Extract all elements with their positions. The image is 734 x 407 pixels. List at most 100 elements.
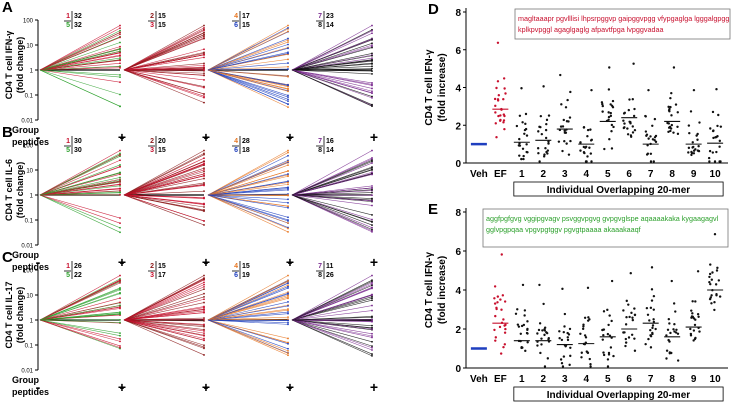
data-point bbox=[623, 122, 626, 125]
sequence-text: kplkpvpggl agaglgaglg afpavtfpga lvpggva… bbox=[518, 25, 663, 34]
data-point bbox=[589, 128, 592, 131]
data-point bbox=[563, 325, 566, 328]
response-point bbox=[287, 189, 289, 191]
response-line bbox=[123, 173, 205, 196]
response-line bbox=[123, 298, 205, 321]
data-point bbox=[517, 325, 521, 328]
data-point bbox=[718, 145, 721, 148]
response-line bbox=[291, 44, 373, 71]
response-point bbox=[119, 149, 121, 152]
data-point bbox=[560, 103, 563, 106]
response-point bbox=[203, 101, 205, 104]
data-point bbox=[493, 297, 496, 300]
data-point bbox=[600, 101, 604, 104]
response-point bbox=[119, 57, 121, 59]
data-point bbox=[566, 338, 570, 342]
data-point bbox=[503, 87, 506, 90]
data-point bbox=[606, 358, 610, 361]
data-point bbox=[631, 318, 635, 322]
data-point bbox=[691, 141, 694, 144]
data-point bbox=[608, 314, 611, 317]
response-line bbox=[39, 319, 121, 348]
data-point bbox=[589, 152, 593, 155]
response-line bbox=[291, 66, 373, 71]
panel-a: A CD4 T cell IFN-γ (fold change) 100 10 1 0.1 0… bbox=[2, 0, 378, 147]
response-point bbox=[371, 279, 373, 282]
data-point bbox=[687, 151, 690, 154]
response-point bbox=[287, 90, 289, 93]
data-point bbox=[624, 337, 628, 341]
response-point bbox=[119, 59, 121, 61]
x-tick-label: 9 bbox=[691, 169, 697, 180]
response-point bbox=[119, 288, 121, 291]
data-point bbox=[717, 113, 720, 117]
data-point bbox=[654, 140, 658, 144]
response-point bbox=[287, 96, 289, 98]
response-line bbox=[291, 160, 373, 196]
response-line bbox=[123, 38, 205, 71]
response-point bbox=[371, 83, 373, 86]
data-point bbox=[499, 352, 503, 355]
legend-count: 15 bbox=[158, 263, 166, 270]
response-point bbox=[371, 95, 373, 98]
response-point bbox=[203, 79, 205, 81]
data-point bbox=[494, 122, 497, 125]
response-point bbox=[287, 282, 289, 285]
data-point bbox=[709, 263, 712, 266]
group-label: Group bbox=[12, 125, 39, 135]
data-point bbox=[627, 336, 631, 339]
data-point bbox=[649, 306, 653, 310]
data-point bbox=[568, 363, 571, 367]
response-line bbox=[291, 150, 373, 196]
data-point bbox=[625, 315, 628, 319]
data-point bbox=[609, 114, 613, 118]
data-point bbox=[543, 365, 547, 368]
data-point bbox=[520, 157, 523, 161]
data-point bbox=[569, 346, 572, 350]
data-point bbox=[690, 153, 693, 157]
data-point bbox=[582, 323, 585, 326]
data-point bbox=[519, 332, 522, 335]
response-line bbox=[291, 30, 373, 71]
y-tick-label: 2 bbox=[455, 325, 461, 336]
data-point bbox=[520, 87, 523, 90]
data-point bbox=[610, 123, 614, 127]
minus-label: - bbox=[288, 379, 293, 395]
data-point bbox=[646, 313, 650, 316]
data-point bbox=[651, 326, 654, 330]
response-point bbox=[287, 227, 289, 230]
response-line bbox=[39, 292, 121, 321]
data-point bbox=[493, 328, 496, 332]
response-point bbox=[119, 24, 121, 27]
response-point bbox=[371, 228, 373, 231]
response-line bbox=[291, 69, 373, 89]
response-point bbox=[203, 86, 205, 89]
data-point bbox=[652, 320, 656, 324]
data-point bbox=[538, 160, 541, 163]
data-point bbox=[646, 144, 649, 147]
data-point bbox=[561, 365, 565, 368]
legend-group-number: 6 bbox=[234, 272, 238, 279]
data-point bbox=[653, 136, 657, 139]
response-point bbox=[371, 188, 373, 191]
data-point bbox=[537, 130, 540, 133]
response-point bbox=[287, 173, 289, 175]
data-point bbox=[622, 119, 625, 122]
response-point bbox=[119, 304, 121, 307]
response-line bbox=[123, 275, 205, 321]
response-line bbox=[123, 194, 205, 208]
data-point bbox=[562, 330, 565, 334]
data-point bbox=[625, 299, 628, 303]
data-point bbox=[612, 354, 615, 358]
plus-label: + bbox=[118, 254, 126, 270]
data-point bbox=[669, 331, 672, 335]
data-point bbox=[538, 322, 542, 325]
peptides-label: peptides bbox=[12, 137, 49, 147]
response-line bbox=[291, 63, 373, 71]
data-point bbox=[666, 121, 669, 125]
data-point bbox=[558, 336, 561, 340]
response-point bbox=[371, 295, 373, 298]
legend-group-number: 8 bbox=[318, 272, 322, 279]
data-point bbox=[691, 312, 694, 315]
response-point bbox=[287, 58, 289, 61]
